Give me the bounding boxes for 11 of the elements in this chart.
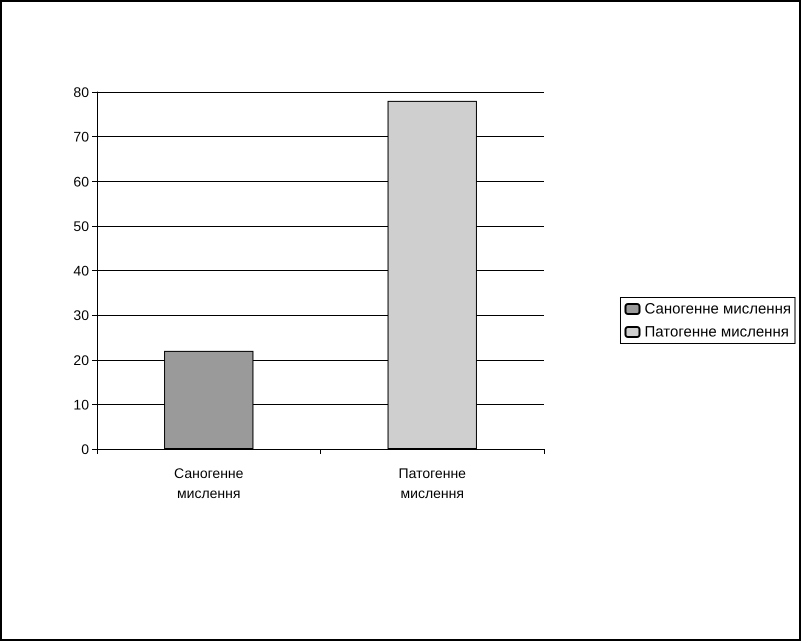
y-tick-label: 80 <box>73 84 90 100</box>
y-tick-label: 30 <box>73 307 90 324</box>
y-tick-label: 60 <box>73 173 90 190</box>
y-tick-label: 50 <box>73 218 90 234</box>
legend-label: Саногенне мислення <box>644 300 792 318</box>
y-tick-label: 70 <box>73 128 90 145</box>
y-tick-label: 40 <box>73 262 90 278</box>
y-tick-label: 0 <box>81 441 90 457</box>
legend-label: Патогенне мислення <box>644 324 789 340</box>
y-tick-label: 20 <box>73 352 90 368</box>
y-tick-label: 10 <box>73 396 90 412</box>
